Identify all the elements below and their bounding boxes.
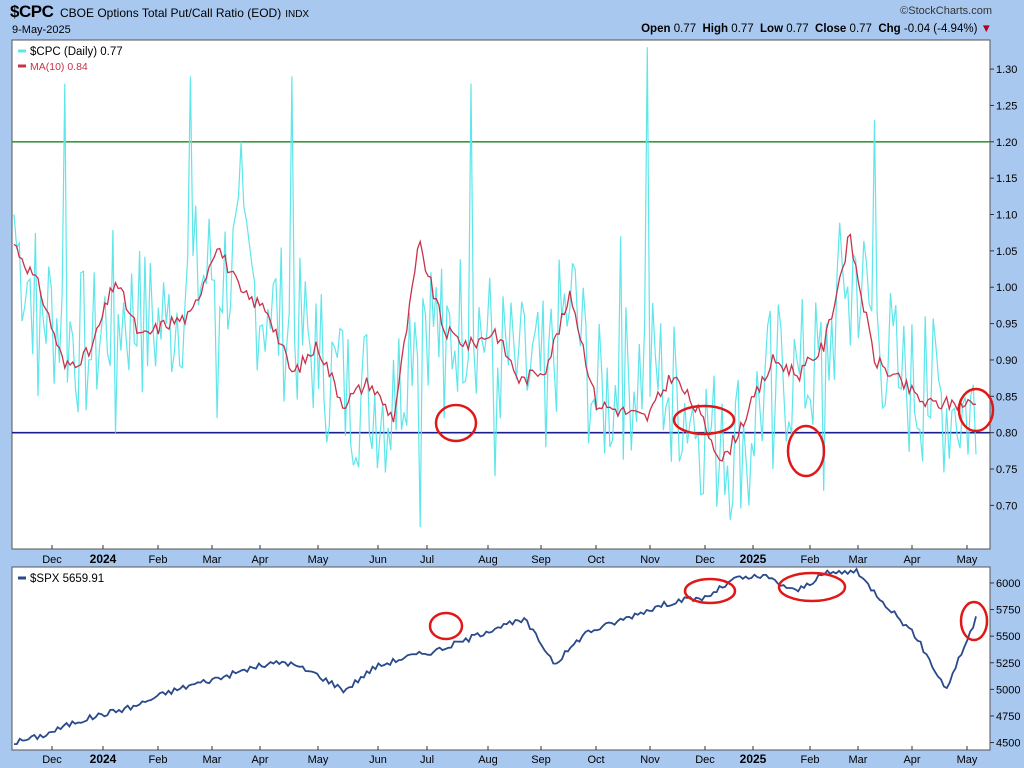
cpc-panel: [11, 39, 991, 550]
cpc-ytick-label: 0.70: [996, 500, 1017, 512]
cpc-ytick-label: 0.95: [996, 319, 1017, 331]
spx-xtick-label: Dec: [42, 754, 62, 766]
spx-panel: [11, 566, 991, 751]
high-value: 0.77: [731, 23, 754, 35]
cpc-legend-box: [15, 43, 155, 75]
spx-xtick-label: Feb: [801, 754, 820, 766]
cpc-ytick-label: 1.05: [996, 246, 1017, 258]
spx-ytick-label: 4500: [996, 738, 1020, 750]
spx-xtick-label: Feb: [149, 754, 168, 766]
cpc-xtick-label: May: [957, 554, 978, 566]
spx-line: [13, 567, 977, 745]
cpc-xtick-label: Mar: [849, 554, 868, 566]
cpc-ytick-label: 0.80: [996, 428, 1017, 440]
high-label: High: [702, 23, 729, 35]
cpc-xtick-label: Dec: [42, 554, 62, 566]
spx-xtick-label: Sep: [531, 754, 551, 766]
cpc-ytick-label: 0.85: [996, 391, 1017, 403]
cpc-xtick-label: 2024: [90, 552, 117, 566]
spx-xtick-label: Jun: [369, 754, 387, 766]
open-value: 0.77: [673, 23, 697, 35]
cpc-ytick-label: 1.20: [996, 137, 1017, 149]
cpc-xtick-label: May: [308, 554, 329, 566]
cpc-xtick-label: Oct: [587, 554, 604, 566]
spx-xtick-label: May: [957, 754, 978, 766]
annotation-circle: [786, 424, 826, 478]
spx-xtick-label: Mar: [849, 754, 868, 766]
cpc-xtick-label: 2025: [740, 552, 767, 566]
spx-xtick-label: Jul: [420, 754, 434, 766]
cpc-ma-line: [13, 233, 977, 462]
chart-header: $CPC CBOE Options Total Put/Call Ratio (…: [0, 0, 1024, 40]
cpc-ytick-label: 1.15: [996, 173, 1017, 185]
brand-watermark[interactable]: ©StockCharts.com: [900, 5, 992, 17]
spx-ytick-label: 4750: [996, 711, 1020, 723]
spx-xtick-label: May: [308, 754, 329, 766]
cpc-ytick-label: 1.10: [996, 210, 1017, 222]
spx-xtick-label: Aug: [478, 754, 498, 766]
ohlc-summary: Open 0.77 High 0.77 Low 0.77 Close 0.77 …: [641, 23, 992, 35]
cpc-xtick-label: Aug: [478, 554, 498, 566]
spx-xtick-label: Oct: [587, 754, 604, 766]
cpc-daily-line: [13, 47, 977, 528]
open-label: Open: [641, 23, 671, 35]
annotation-circle: [683, 577, 737, 605]
symbol-description: CBOE Options Total Put/Call Ratio (EOD) I…: [60, 6, 309, 20]
cpc-xtick-label: Jul: [420, 554, 434, 566]
cpc-xtick-label: Mar: [203, 554, 222, 566]
low-value: 0.77: [786, 23, 809, 35]
close-value: 0.77: [849, 23, 872, 35]
annotation-circle: [428, 611, 464, 641]
cpc-xtick-label: Apr: [251, 554, 268, 566]
annotation-circle: [959, 600, 989, 642]
chg-value: -0.04 (-4.94%): [903, 23, 978, 35]
spx-xtick-label: Mar: [203, 754, 222, 766]
cpc-legend-ma: MA(10) 0.84: [30, 61, 88, 73]
spx-xtick-label: Apr: [251, 754, 268, 766]
spx-xtick-label: Apr: [903, 754, 920, 766]
cpc-xtick-label: Feb: [801, 554, 820, 566]
spx-xtick-label: Nov: [640, 754, 660, 766]
exchange-label: INDX: [285, 9, 310, 20]
cpc-xtick-label: Sep: [531, 554, 551, 566]
spx-xtick-label: Dec: [695, 754, 715, 766]
symbol-title: $CPC: [10, 2, 54, 21]
spx-ytick-label: 5500: [996, 631, 1020, 643]
low-label: Low: [760, 23, 784, 35]
cpc-xtick-label: Dec: [695, 554, 715, 566]
cpc-ytick-label: 0.90: [996, 355, 1017, 367]
spx-xtick-label: 2024: [90, 752, 117, 766]
spx-ytick-label: 5250: [996, 658, 1020, 670]
cpc-ytick-label: 1.00: [996, 282, 1017, 294]
down-arrow-icon: ▼: [980, 23, 992, 35]
annotation-circle: [957, 387, 995, 433]
cpc-ytick-label: 1.25: [996, 100, 1017, 112]
cpc-ytick-label: 0.75: [996, 464, 1017, 476]
annotation-circle: [672, 404, 736, 436]
spx-ytick-label: 5000: [996, 684, 1020, 696]
cpc-ytick-label: 1.30: [996, 64, 1017, 76]
cpc-xtick-label: Feb: [149, 554, 168, 566]
description-text: CBOE Options Total Put/Call Ratio (EOD): [60, 6, 282, 20]
chg-label: Chg: [878, 23, 901, 35]
close-label: Close: [815, 23, 847, 35]
cpc-xtick-label: Apr: [903, 554, 920, 566]
spx-ytick-label: 6000: [996, 578, 1020, 590]
chart-date: 9-May-2025: [12, 24, 71, 36]
spx-legend-label: $SPX 5659.91: [30, 573, 104, 585]
cpc-xtick-label: Jun: [369, 554, 387, 566]
cpc-xtick-label: Nov: [640, 554, 660, 566]
annotation-circle: [434, 403, 478, 443]
annotation-circle: [777, 571, 847, 603]
spx-ytick-label: 5750: [996, 605, 1020, 617]
cpc-legend-daily: $CPC (Daily) 0.77: [30, 46, 123, 58]
spx-xtick-label: 2025: [740, 752, 767, 766]
